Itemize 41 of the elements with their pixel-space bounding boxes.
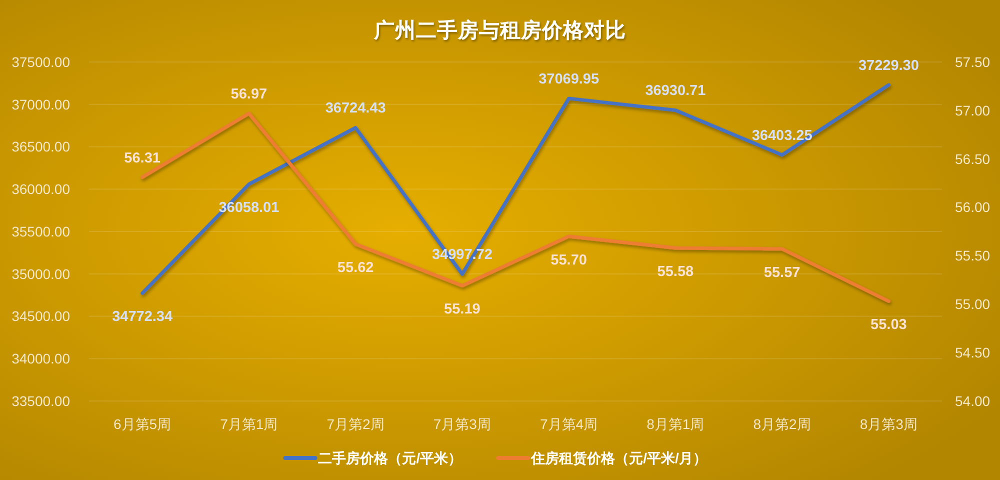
y-tick-label: 33500.00: [12, 392, 70, 409]
data-label: 55.03: [870, 317, 907, 334]
x-tick-label: 7月第1周: [220, 416, 278, 432]
data-label: 55.70: [550, 252, 587, 268]
data-label: 36930.71: [645, 83, 706, 100]
y2-tick-label: 57.50: [955, 54, 990, 70]
y-tick-label: 34500.00: [12, 308, 70, 324]
data-label: 55.57: [764, 264, 800, 281]
y-tick-label: 37500.00: [12, 54, 70, 70]
data-label: 55.19: [444, 302, 480, 318]
data-label: 55.58: [657, 264, 694, 280]
legend-label: 住房租赁价格（元/平米/月）: [530, 450, 707, 466]
data-label: 56.97: [230, 86, 268, 102]
y-tick-label: 35500.00: [12, 223, 70, 240]
x-tick-label: 8月第1周: [646, 416, 704, 432]
y2-tick-label: 57.00: [955, 102, 990, 118]
x-tick-label: 8月第3周: [860, 416, 918, 432]
legend-label: 二手房价格（元/平米）: [318, 450, 462, 466]
data-label: 55.62: [337, 260, 374, 276]
x-tick-label: 7月第4周: [540, 416, 598, 432]
data-label: 56.31: [124, 150, 160, 166]
y2-tick-label: 56.00: [955, 199, 990, 216]
x-tick-label: 8月第2周: [753, 416, 811, 432]
y-tick-label: 36500.00: [12, 138, 70, 155]
y-tick-label: 36000.00: [12, 181, 70, 198]
data-label: 37229.30: [858, 58, 919, 74]
x-tick-label: 7月第3周: [433, 416, 491, 432]
x-tick-label: 7月第2周: [326, 416, 384, 432]
y2-tick-label: 55.50: [955, 248, 990, 264]
y-tick-label: 34000.00: [12, 350, 70, 367]
x-tick-label: 6月第5周: [114, 416, 172, 432]
data-label: 34772.34: [112, 309, 173, 326]
y2-tick-label: 55.00: [955, 296, 990, 312]
y2-tick-label: 56.50: [955, 150, 990, 167]
y2-tick-label: 54.00: [955, 392, 990, 409]
data-label: 36724.43: [325, 100, 386, 117]
y2-tick-label: 54.50: [955, 344, 990, 360]
y-tick-label: 37000.00: [12, 96, 70, 112]
chart-title: 广州二手房与租房价格对比: [373, 18, 626, 42]
data-label: 37069.95: [538, 71, 600, 88]
y-tick-label: 35000.00: [12, 266, 70, 282]
